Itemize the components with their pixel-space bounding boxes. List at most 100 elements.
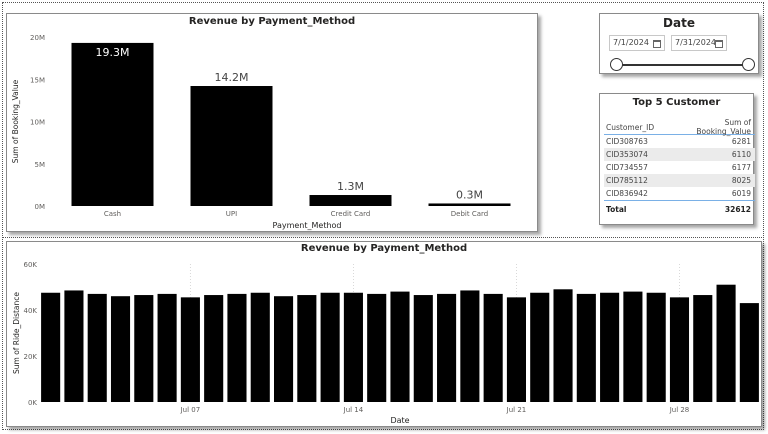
booking-value-cell: 6177 — [731, 163, 751, 172]
y-tick-label: 40K — [24, 307, 38, 315]
x-tick-label: Jul 14 — [343, 406, 364, 414]
bar — [343, 292, 363, 402]
y-tick-label: 15M — [30, 76, 45, 84]
customer-id-cell: CID836942 — [606, 189, 648, 198]
bar — [390, 291, 410, 402]
bar-data-label: 14.2M — [215, 71, 249, 84]
report-canvas — [2, 2, 764, 430]
calendar-icon[interactable] — [715, 40, 723, 48]
start-date-value: 7/1/2024 — [613, 38, 649, 47]
customer-id-cell: CID734557 — [606, 163, 648, 172]
x-axis-title: Date — [390, 416, 409, 425]
y-tick-label: 10M — [30, 119, 45, 127]
bar-data-label: 1.3M — [337, 180, 364, 193]
x-tick-label: UPI — [226, 210, 237, 218]
bar — [623, 291, 643, 402]
top5-customer-title: Top 5 Customer — [632, 97, 721, 108]
bar — [180, 297, 200, 402]
payment-method-bar-chart: 0M 5M 10M 15M 20M 19.3M Cash 14.2M UPI 1.3M Credit… — [11, 34, 511, 230]
x-tick-label: Jul 28 — [669, 406, 690, 414]
bar — [693, 295, 713, 402]
bar-data-label: 0.3M — [456, 188, 483, 201]
x-tick-label: Jul 21 — [506, 406, 527, 414]
x-tick-label: Debit Card — [451, 210, 488, 218]
bar — [309, 195, 392, 206]
bar — [428, 203, 511, 206]
bar — [716, 284, 736, 402]
bar — [297, 295, 317, 402]
bar — [413, 295, 433, 402]
x-tick-label: Cash — [104, 210, 121, 218]
end-date-value: 7/31/2024 — [675, 38, 717, 47]
bar — [320, 292, 340, 402]
y-tick-label: 5M — [35, 161, 46, 169]
customer-id-cell: CID353074 — [606, 150, 648, 159]
table-row[interactable]: CID308763 6281 — [604, 135, 755, 148]
ride-distance-chart-card[interactable]: Revenue by Payment_Method 0K 20K 40K 60K Jul… — [6, 241, 762, 427]
bar — [190, 86, 273, 206]
y-tick-label: 0K — [28, 399, 37, 407]
total-value: 32612 — [724, 204, 751, 214]
bar — [227, 293, 247, 402]
table-row[interactable]: CID734557 6177 — [604, 161, 755, 174]
ride-distance-bar-chart: 0K 20K 40K 60K Jul 07 Jul 14 Jul 21 Jul 28 Date S… — [12, 261, 759, 425]
bar — [576, 293, 596, 402]
top5-customer-card[interactable]: Top 5 Customer Customer_ID Sum of Bookin… — [599, 93, 755, 225]
total-label: Total — [606, 204, 627, 214]
y-axis-title: Sum of Booking_Value — [11, 79, 20, 163]
canvas-divider — [2, 237, 764, 238]
bar — [437, 293, 457, 402]
table-total-row: Total 32612 — [604, 200, 755, 217]
calendar-icon[interactable] — [653, 40, 661, 48]
bar — [669, 297, 690, 402]
bar — [506, 297, 527, 402]
date-slicer-title: Date — [663, 16, 695, 30]
bar — [134, 295, 154, 402]
y-tick-label: 0M — [35, 203, 46, 211]
table-row[interactable]: CID836942 6019 — [604, 187, 755, 200]
end-date-input[interactable]: 7/31/2024 — [671, 35, 727, 51]
bar — [157, 293, 177, 402]
bar — [739, 303, 759, 402]
y-tick-label: 20M — [30, 34, 45, 42]
table-header-row: Customer_ID Sum of Booking_Value — [604, 118, 755, 136]
top5-customer-table: Customer_ID Sum of Booking_Value CID3087… — [604, 118, 755, 217]
bar — [367, 293, 387, 402]
y-tick-label: 20K — [24, 353, 38, 361]
bar — [110, 296, 131, 402]
booking-value-cell: 6110 — [731, 150, 751, 159]
customer-id-cell: CID308763 — [606, 137, 648, 146]
bar — [530, 292, 550, 402]
bar — [71, 42, 154, 206]
bar — [646, 292, 666, 402]
bar — [250, 292, 270, 402]
x-tick-label: Jul 07 — [180, 406, 201, 414]
x-axis-title: Payment_Method — [272, 221, 341, 230]
bar — [553, 289, 573, 402]
y-tick-label: 60K — [24, 261, 38, 269]
payment-method-chart-title: Revenue by Payment_Method — [188, 16, 356, 27]
payment-method-chart-card[interactable]: Revenue by Payment_Method 0M 5M 10M 15M 20M 1… — [6, 13, 538, 232]
column-header-customer-id[interactable]: Customer_ID — [606, 122, 655, 132]
start-date-input[interactable]: 7/1/2024 — [609, 35, 665, 51]
ride-distance-chart-title: Revenue by Payment_Method — [300, 243, 468, 254]
date-range-slider-track[interactable] — [616, 64, 750, 66]
bar — [460, 290, 480, 402]
table-row[interactable]: CID785112 8025 — [604, 174, 755, 187]
bar — [204, 295, 224, 402]
bar — [600, 292, 620, 402]
bar-data-label: 19.3M — [96, 46, 130, 59]
table-row[interactable]: CID353074 6110 — [604, 148, 755, 161]
date-range-end-handle[interactable] — [742, 58, 755, 71]
booking-value-cell: 6281 — [731, 137, 751, 146]
bar — [483, 293, 503, 402]
bar — [87, 293, 107, 402]
booking-value-cell: 8025 — [731, 176, 751, 185]
booking-value-cell: 6019 — [731, 189, 751, 198]
x-tick-label: Credit Card — [331, 210, 371, 218]
date-range-start-handle[interactable] — [610, 58, 623, 71]
y-axis-title: Sum of Ride_Distance — [12, 292, 21, 374]
bar — [41, 292, 61, 402]
column-header-booking-value[interactable]: Sum of Booking_Value — [696, 118, 751, 136]
customer-id-cell: CID785112 — [606, 176, 648, 185]
